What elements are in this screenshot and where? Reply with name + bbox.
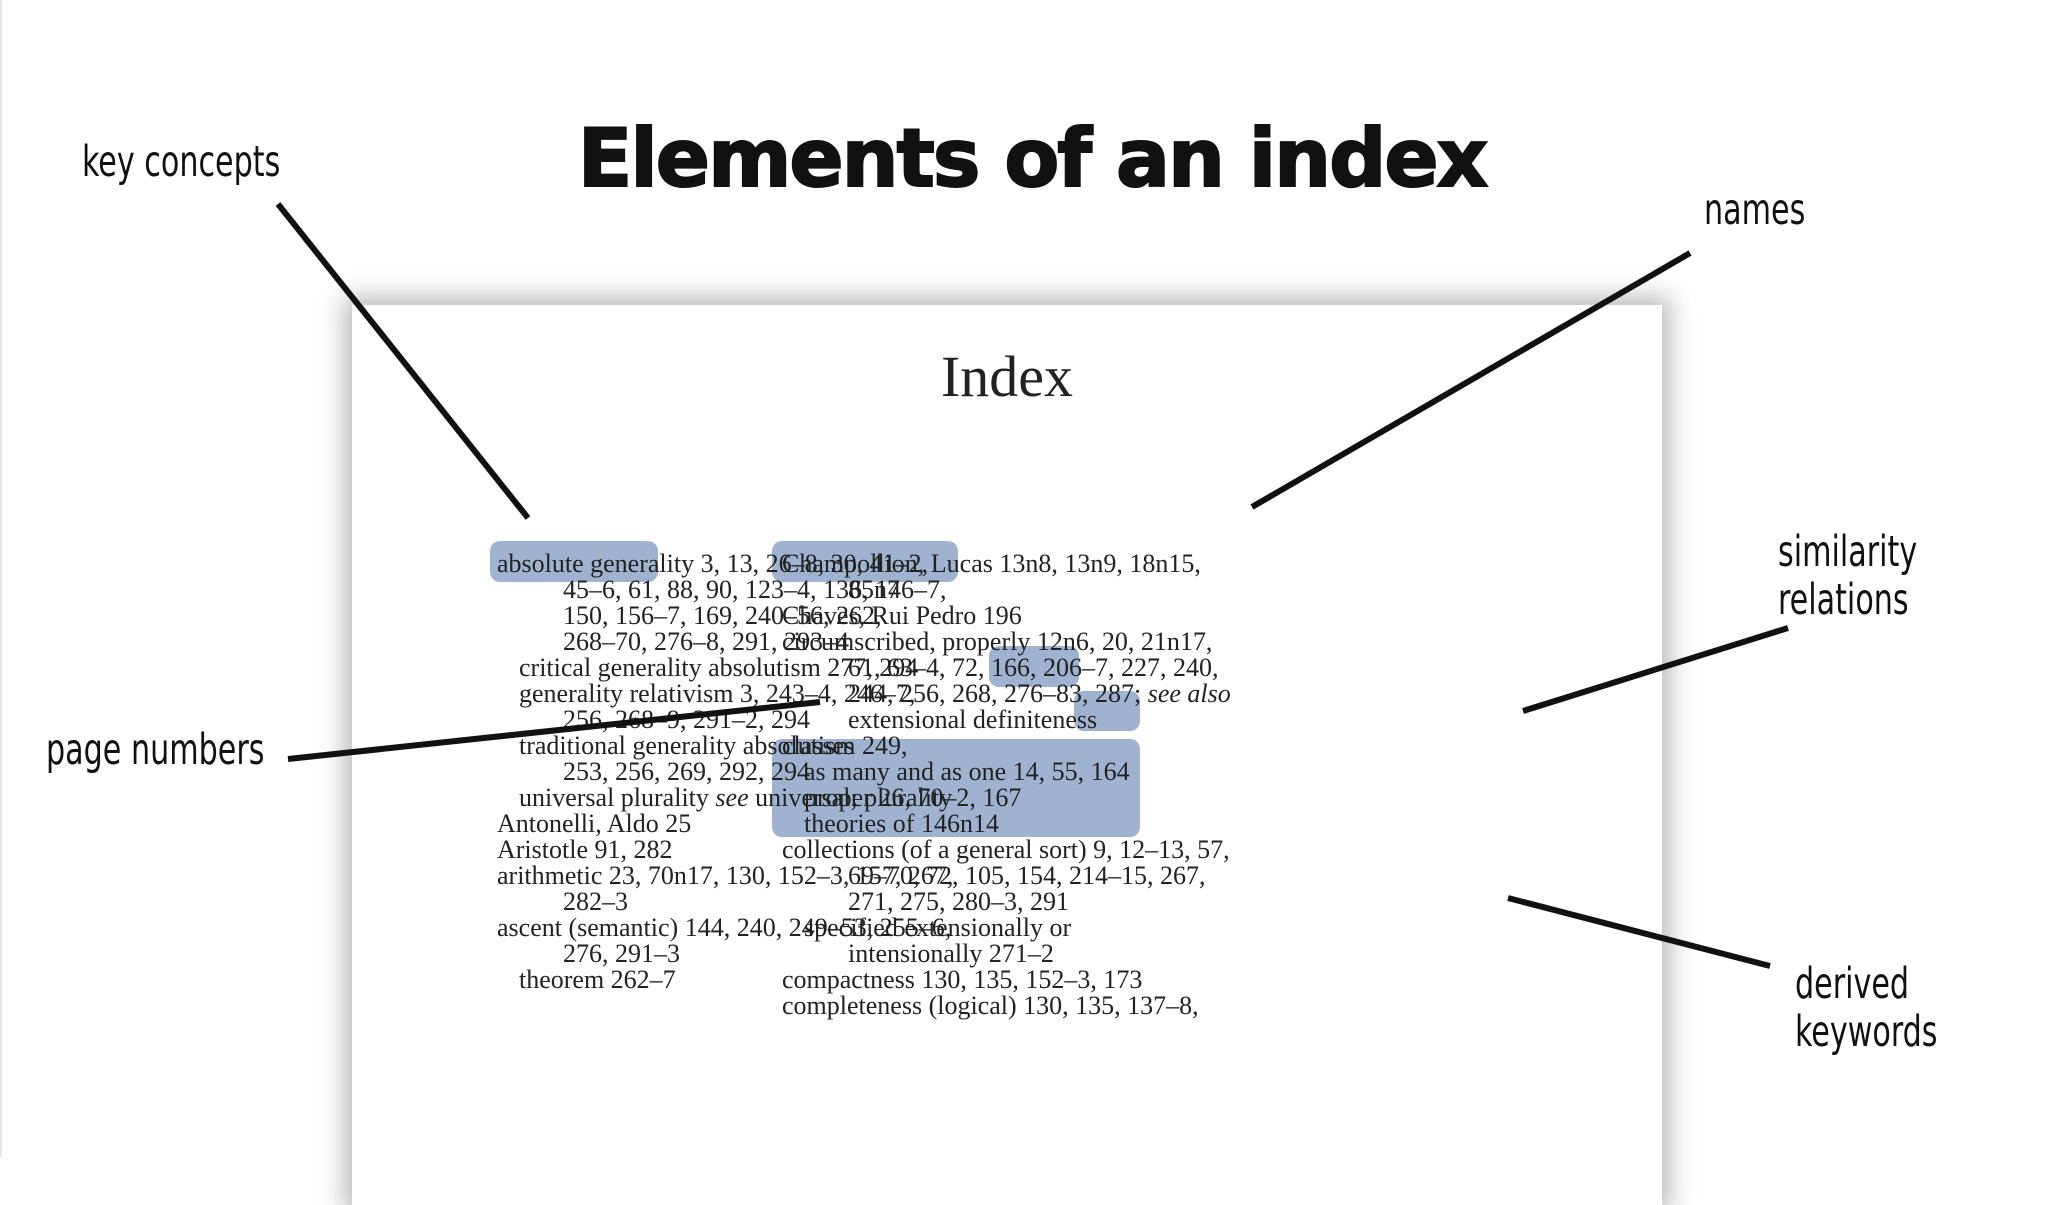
index-entry-line: proper 26, 70–2, 167 bbox=[804, 783, 1022, 812]
index-entry-line: ascent (semantic) 144, 240, 249–53, 255–… bbox=[497, 913, 952, 942]
index-entry-line: compactness 130, 135, 152–3, 173 bbox=[782, 965, 1143, 994]
index-entry-line: specified extensionally or bbox=[804, 913, 1072, 942]
index-entry-line: intensionally 271–2 bbox=[848, 939, 1054, 968]
highlight-derived-keywords bbox=[772, 739, 1140, 837]
callout-derived-keywords: derived keywords bbox=[1795, 960, 1938, 1056]
index-entry-line: arithmetic 23, 70n17, 130, 152–3, 157, 2… bbox=[497, 861, 954, 890]
highlight-name bbox=[772, 541, 958, 582]
index-entry-line: 271, 275, 280–3, 291 bbox=[848, 887, 1069, 916]
callout-names: names bbox=[1704, 185, 1806, 235]
callout-derived-line1: derived bbox=[1795, 959, 1910, 1009]
index-entry-line: 150, 156–7, 169, 240–56, 262, bbox=[563, 601, 882, 630]
index-entry-line: 276, 291–3 bbox=[563, 939, 680, 968]
leader-lines bbox=[275, 202, 1789, 969]
index-entry-line: collections (of a general sort) 9, 12–13… bbox=[782, 835, 1230, 864]
index-entry-line: as many and as one 14, 55, 164 bbox=[804, 757, 1130, 786]
index-entry-line: generality relativism 3, 243–4, 246–7, bbox=[519, 679, 916, 708]
callout-similarity-line1: similarity bbox=[1778, 527, 1918, 577]
index-page-scan: Index absolute generality 3, 13, 26–8, 3… bbox=[352, 305, 1662, 1205]
callout-derived-line2: keywords bbox=[1795, 1007, 1938, 1057]
callout-similarity-relations: similarity relations bbox=[1778, 528, 1917, 624]
callout-key-concepts: key concepts bbox=[82, 137, 281, 187]
index-heading: Index bbox=[940, 344, 1074, 409]
index-entry-line: circumscribed, properly 12n6, 20, 21n17, bbox=[782, 627, 1213, 656]
index-entry-line: completeness (logical) 130, 135, 137–8, bbox=[782, 991, 1199, 1020]
index-entry-line: absolute generality 3, 13, 26–8, 30, 41–… bbox=[497, 549, 929, 578]
index-entry-line: Chaves, Rui Pedro 196 bbox=[782, 601, 1022, 630]
index-entry-line: 45–6, 61, 88, 90, 123–4, 136, 146–7, bbox=[563, 575, 947, 604]
slide-title: Elements of an index bbox=[577, 111, 1490, 206]
highlight-key-concept bbox=[490, 541, 658, 582]
index-entry-line: extensional definiteness bbox=[848, 705, 1098, 734]
highlight-see-also bbox=[1074, 691, 1140, 731]
index-entry-line: 244, 256, 268, 276–83, 287; see also bbox=[848, 679, 1231, 708]
highlight-page-numbers bbox=[989, 646, 1079, 687]
index-entry-line: 253, 256, 269, 292, 294 bbox=[563, 757, 810, 786]
index-entry-line: Champollion, Lucas 13n8, 13n9, 18n15, bbox=[782, 549, 1201, 578]
leader-similarity bbox=[1522, 625, 1789, 714]
index-entry-line: critical generality absolutism 277, 294 bbox=[519, 653, 919, 682]
index-entry-line: traditional generality absolutism 249, bbox=[519, 731, 908, 760]
index-entry-line: universal plurality see universal; plura… bbox=[519, 783, 953, 812]
index-entry-line: 268–70, 276–8, 291, 293–4 bbox=[563, 627, 849, 656]
index-entry-line: 85n7 bbox=[848, 575, 900, 604]
index-entry-line: Aristotle 91, 282 bbox=[497, 835, 673, 864]
index-entry-line: 69–70, 72, 105, 154, 214–15, 267, bbox=[848, 861, 1206, 890]
index-entry-line: theories of 146n14 bbox=[804, 809, 999, 838]
left-edge-rule bbox=[0, 0, 2, 1157]
index-entry-line: 61, 63–4, 72, 166, 206–7, 227, 240, bbox=[848, 653, 1219, 682]
leader-key-concepts bbox=[275, 202, 531, 520]
leader-derived bbox=[1507, 895, 1771, 969]
leader-page-numbers bbox=[287, 699, 821, 762]
leader-names bbox=[1250, 250, 1692, 510]
index-entry-line: Antonelli, Aldo 25 bbox=[497, 809, 692, 838]
index-entry-line: 282–3 bbox=[563, 887, 628, 916]
index-entry-line: theorem 262–7 bbox=[519, 965, 676, 994]
callout-page-numbers: page numbers bbox=[46, 725, 265, 775]
callout-similarity-line2: relations bbox=[1778, 575, 1909, 625]
index-entry-line: classes bbox=[782, 731, 855, 760]
